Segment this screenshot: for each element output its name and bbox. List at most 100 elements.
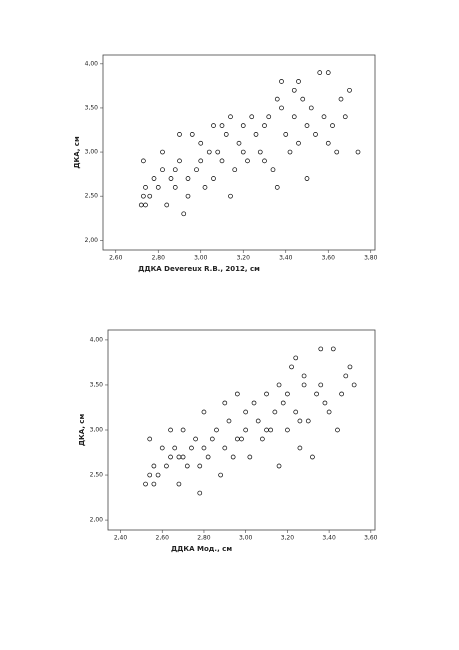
point (266, 114, 272, 120)
x-tick-label: 2,80 (152, 255, 166, 262)
point (347, 87, 352, 93)
point (257, 149, 263, 155)
x-tick-label: 3,80 (364, 255, 378, 262)
x-tick-label: 3,60 (364, 535, 378, 542)
x-tick-label: 3,00 (239, 535, 253, 542)
point (297, 418, 303, 424)
point (138, 202, 144, 208)
point (202, 185, 208, 190)
point (240, 149, 246, 155)
y-tick-label: 2,50 (85, 193, 99, 200)
point (184, 463, 190, 469)
point (355, 149, 361, 155)
point (313, 132, 318, 137)
point (268, 427, 274, 433)
point (222, 400, 228, 406)
point (232, 167, 238, 173)
point (206, 149, 212, 155)
x-tick-label: 2,60 (109, 255, 123, 262)
point (198, 140, 204, 146)
point (147, 472, 153, 478)
point (223, 132, 229, 137)
point (304, 123, 310, 128)
point (338, 96, 344, 102)
point (285, 391, 290, 397)
point (151, 463, 157, 469)
point (230, 454, 236, 460)
point (305, 418, 311, 424)
point (234, 436, 240, 442)
point (283, 132, 289, 137)
point (197, 463, 203, 469)
point (228, 193, 233, 199)
point (197, 490, 203, 496)
x-tick-label: 3,40 (279, 255, 293, 262)
point (321, 114, 327, 120)
point (276, 382, 282, 388)
point (255, 418, 261, 424)
point (176, 481, 182, 487)
point (301, 382, 307, 388)
point (240, 123, 246, 128)
x-tick-label: 3,20 (237, 255, 251, 262)
point (280, 400, 286, 406)
point (164, 463, 169, 469)
point (219, 158, 225, 164)
point (276, 463, 282, 469)
x-tick-label: 3,40 (322, 535, 336, 542)
x-tick-label: 2,40 (114, 535, 128, 542)
point (211, 123, 216, 128)
x-tick-label: 3,00 (194, 255, 208, 262)
point (201, 445, 207, 451)
y-tick-label: 3,50 (90, 381, 104, 388)
point (274, 185, 280, 190)
point (172, 445, 178, 451)
point (289, 364, 294, 370)
point (181, 211, 187, 217)
point (172, 167, 178, 173)
point (279, 79, 284, 84)
point (318, 346, 324, 352)
point (243, 427, 249, 433)
y-tick-label: 2,50 (90, 472, 104, 479)
point (347, 364, 353, 370)
plot-frame (102, 54, 376, 251)
point (317, 70, 323, 75)
point (143, 202, 148, 208)
point (218, 472, 223, 478)
point (300, 96, 306, 102)
point (325, 140, 331, 146)
point (177, 132, 182, 137)
plot-frame (107, 329, 376, 531)
point (260, 436, 265, 442)
point (160, 149, 165, 155)
point (334, 149, 340, 155)
point (236, 140, 242, 146)
point (180, 427, 186, 433)
point (205, 454, 211, 460)
y-tick-label: 4,00 (90, 336, 104, 343)
y-tick-label: 2,00 (90, 517, 104, 524)
point (270, 167, 276, 173)
point (141, 158, 146, 164)
point (318, 382, 324, 388)
point (296, 79, 301, 84)
x-tick-label: 3,20 (281, 535, 295, 542)
point (310, 454, 315, 460)
point (214, 427, 219, 433)
x-tick-label: 2,80 (197, 535, 211, 542)
point (211, 176, 216, 181)
y-axis-title: ДКА, см (78, 414, 86, 447)
point (262, 158, 267, 164)
x-tick-label: 2,60 (156, 535, 170, 542)
point (226, 418, 232, 424)
point (164, 202, 170, 208)
point (180, 454, 186, 460)
point (245, 158, 250, 164)
point (264, 391, 269, 397)
point (330, 123, 335, 128)
point (247, 454, 253, 460)
point (308, 105, 314, 111)
point (297, 445, 303, 451)
